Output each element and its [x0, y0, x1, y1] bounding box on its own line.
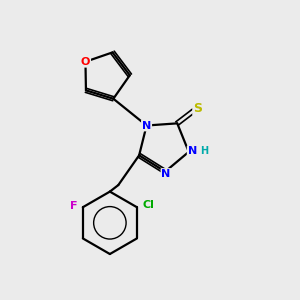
Text: S: S: [193, 102, 202, 115]
Text: Cl: Cl: [142, 200, 154, 210]
Text: N: N: [142, 121, 151, 130]
Text: N: N: [188, 146, 197, 156]
Text: H: H: [200, 146, 208, 156]
Text: F: F: [70, 201, 78, 211]
Text: O: O: [81, 57, 90, 67]
Text: N: N: [161, 169, 171, 179]
